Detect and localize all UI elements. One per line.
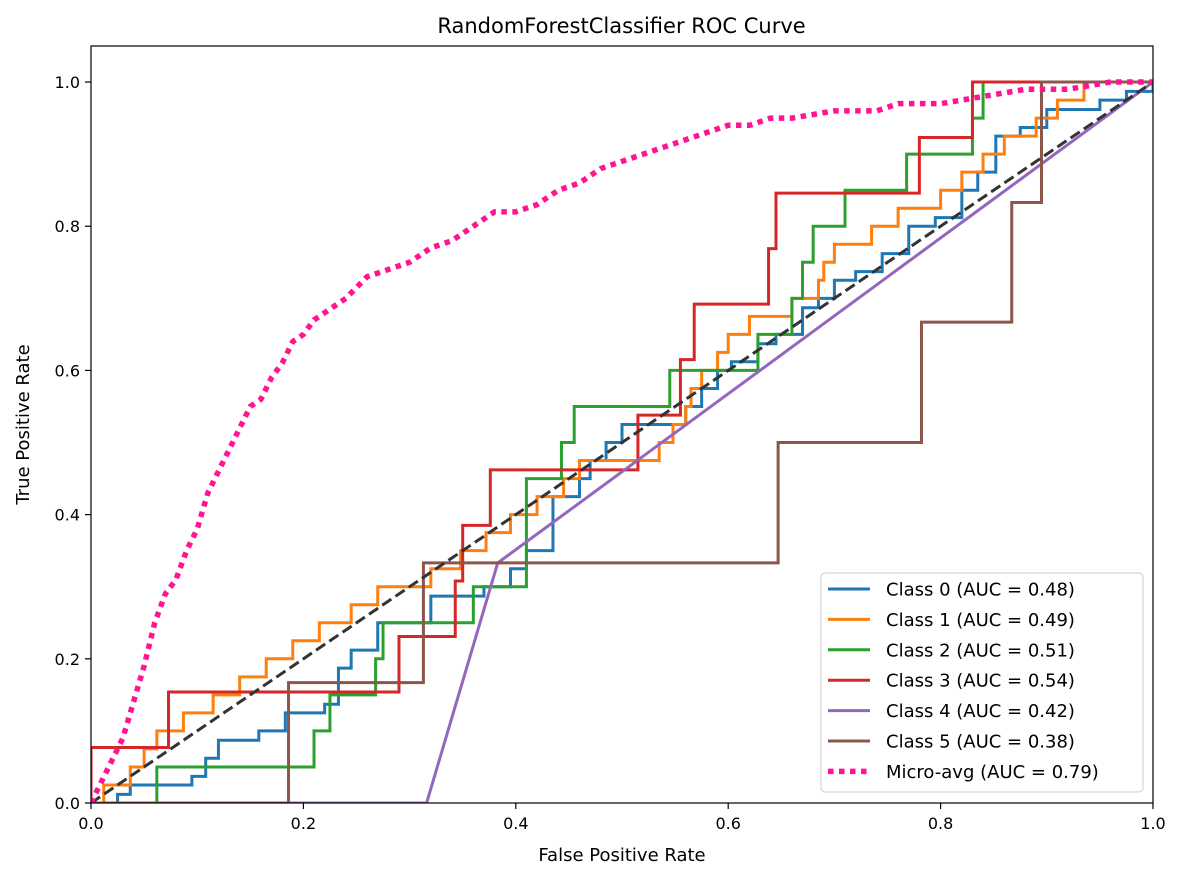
series-line-class-4 xyxy=(91,80,1153,803)
y-tick-label: 0.4 xyxy=(55,506,80,525)
y-tick-label: 0.6 xyxy=(55,361,80,380)
y-axis: 0.0 0.2 0.4 0.6 0.8 1.0 xyxy=(55,73,91,813)
x-axis: 0.0 0.2 0.4 0.6 0.8 1.0 xyxy=(78,803,1166,833)
chance-diagonal-line xyxy=(91,80,1153,803)
legend-label: Micro-avg (AUC = 0.79) xyxy=(886,762,1099,783)
y-tick-label: 0.0 xyxy=(55,794,80,813)
series-line-class-1 xyxy=(91,80,1153,803)
y-tick-label: 0.8 xyxy=(55,217,80,236)
legend-label: Class 0 (AUC = 0.48) xyxy=(886,580,1075,601)
legend-label: Class 5 (AUC = 0.38) xyxy=(886,732,1075,753)
y-tick-label: 0.2 xyxy=(55,650,80,669)
plot-area xyxy=(91,79,1153,803)
x-tick-label: 0.6 xyxy=(715,814,740,833)
legend-label: Class 2 (AUC = 0.51) xyxy=(886,640,1075,661)
series-line-micro-avg xyxy=(91,79,1153,803)
series-line-class-2 xyxy=(91,80,1153,803)
x-tick-label: 0.2 xyxy=(291,814,316,833)
legend-label: Class 1 (AUC = 0.49) xyxy=(886,610,1075,631)
chart-title: RandomForestClassifier ROC Curve xyxy=(437,14,805,38)
x-tick-label: 0.8 xyxy=(928,814,953,833)
legend-label: Class 3 (AUC = 0.54) xyxy=(886,671,1075,692)
plot-frame xyxy=(90,45,1154,804)
x-tick-label: 0.4 xyxy=(503,814,528,833)
legend-box xyxy=(820,572,1144,793)
y-tick-label: 1.0 xyxy=(55,73,80,92)
series-line-class-5 xyxy=(91,80,1153,803)
y-axis-label: True Positive Rate xyxy=(13,344,34,505)
x-axis-label: False Positive Rate xyxy=(538,845,705,866)
series-line-class-3 xyxy=(91,80,1153,803)
x-tick-label: 0.0 xyxy=(78,814,103,833)
legend-label: Class 4 (AUC = 0.42) xyxy=(886,701,1075,722)
legend: Class 0 (AUC = 0.48) Class 1 (AUC = 0.49)… xyxy=(820,572,1144,793)
x-tick-label: 1.0 xyxy=(1140,814,1165,833)
